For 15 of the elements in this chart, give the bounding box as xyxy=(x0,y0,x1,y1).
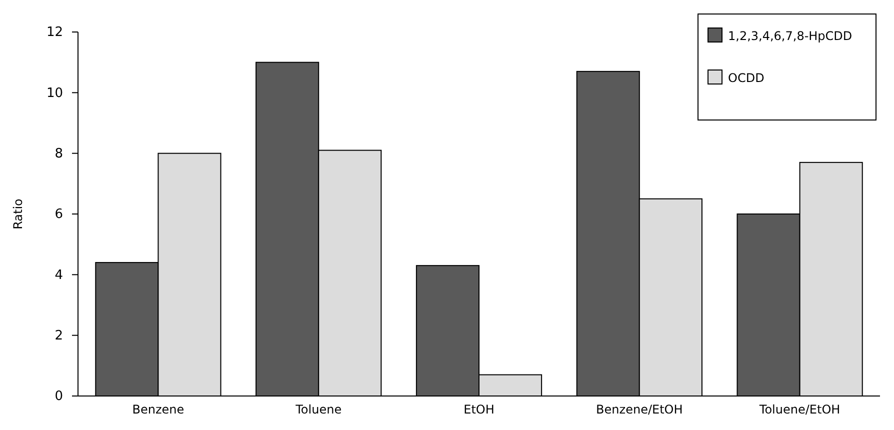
y-tick-label: 12 xyxy=(46,25,63,40)
y-tick-label: 8 xyxy=(54,146,63,162)
x-tick-label: Toluene/EtOH xyxy=(758,402,840,416)
y-tick-label: 0 xyxy=(54,389,63,404)
x-tick-label: Toluene xyxy=(294,402,342,416)
legend-label: OCDD xyxy=(728,71,764,85)
legend-label: 1,2,3,4,6,7,8-HpCDD xyxy=(728,29,852,43)
x-tick-label: EtOH xyxy=(464,402,494,416)
x-tick-label: Benzene xyxy=(132,402,184,416)
y-tick-label: 10 xyxy=(46,86,63,101)
y-tick-label: 6 xyxy=(54,207,63,222)
y-tick-label: 2 xyxy=(54,328,63,344)
y-tick-label: 4 xyxy=(54,268,63,283)
y-axis-title: Ratio xyxy=(11,198,25,230)
x-tick-label: Benzene/EtOH xyxy=(596,402,683,416)
